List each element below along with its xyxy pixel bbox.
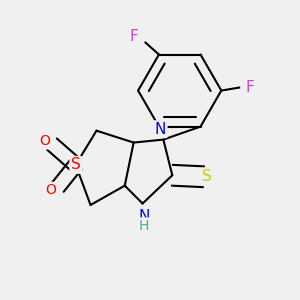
- Text: O: O: [39, 134, 50, 148]
- Text: F: F: [245, 80, 254, 95]
- Text: S: S: [202, 169, 211, 184]
- Text: N: N: [138, 209, 150, 224]
- Text: H: H: [139, 219, 149, 233]
- Text: N: N: [155, 122, 166, 137]
- Text: F: F: [129, 29, 138, 44]
- Text: O: O: [45, 183, 56, 197]
- Text: S: S: [71, 158, 81, 172]
